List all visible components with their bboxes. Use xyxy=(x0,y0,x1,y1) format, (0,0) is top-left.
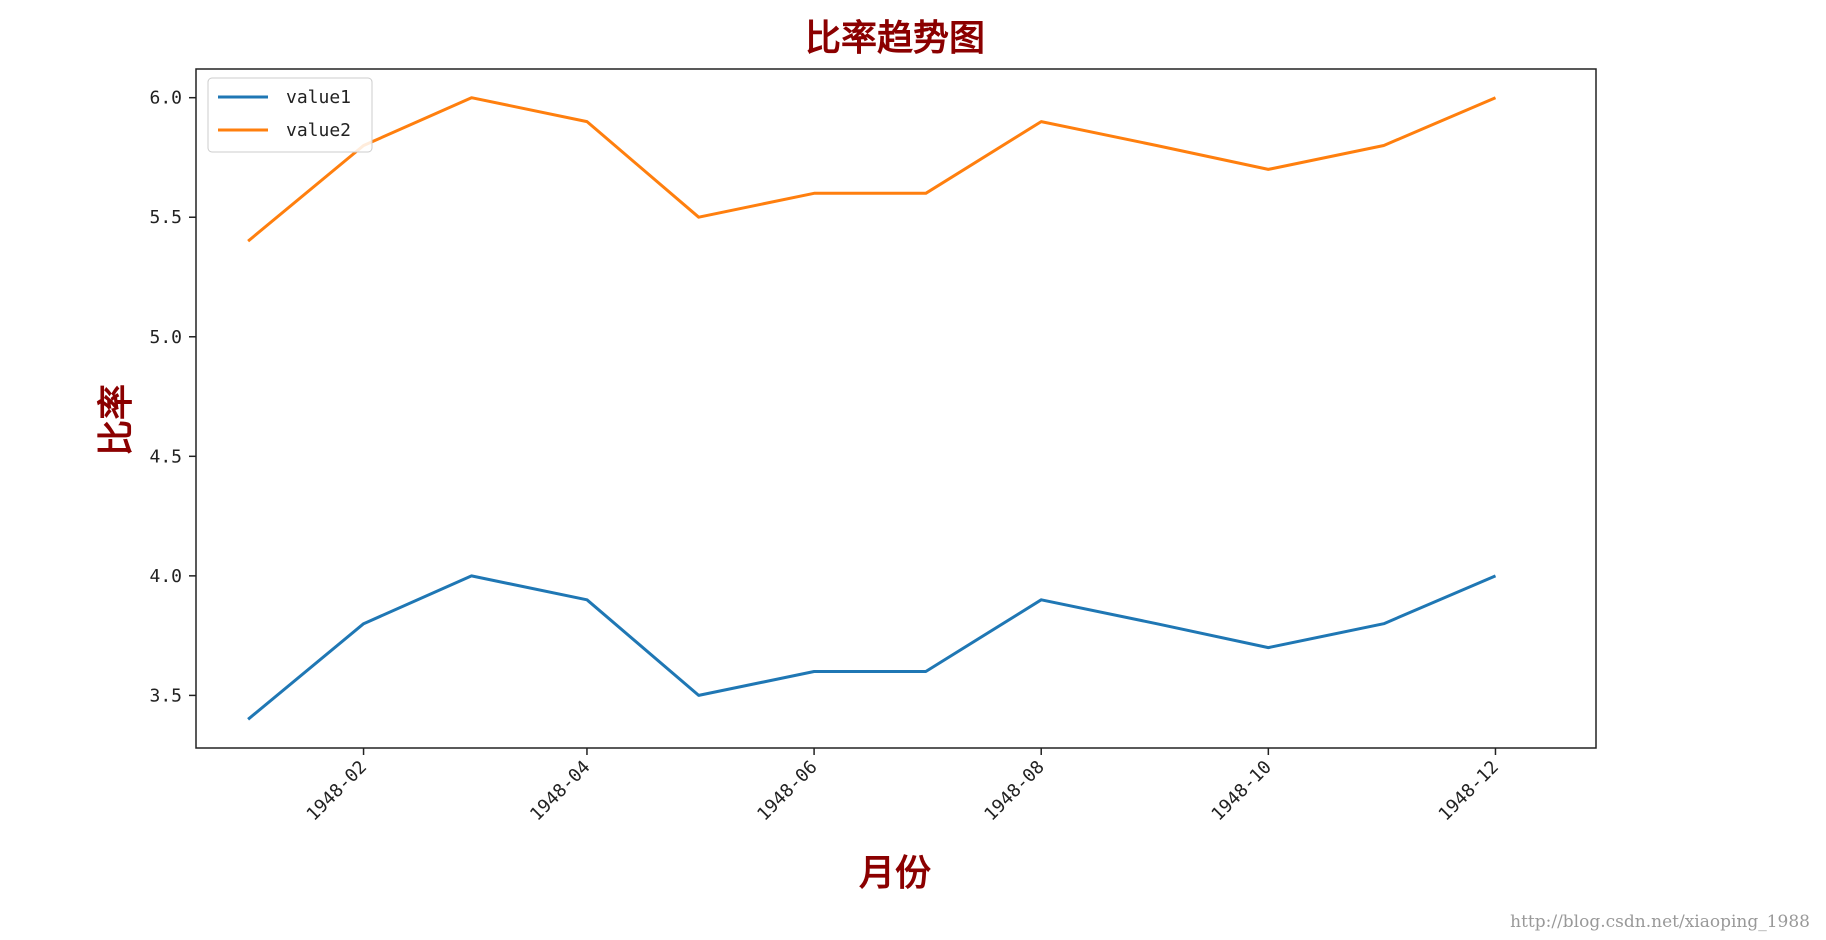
y-axis-label: 比率 xyxy=(96,384,137,456)
x-axis-label: 月份 xyxy=(859,853,931,894)
watermark: http://blog.csdn.net/xiaoping_1988 xyxy=(1510,912,1810,932)
x-tick-label: 1948-06 xyxy=(753,757,821,825)
y-tick-label: 5.0 xyxy=(149,327,182,348)
series-lines xyxy=(247,96,1497,721)
y-tick-label: 4.5 xyxy=(149,446,182,467)
y-tick-label: 4.0 xyxy=(149,566,182,587)
x-tick-label: 1948-12 xyxy=(1435,757,1503,825)
legend: value1 value2 xyxy=(207,77,373,153)
x-tick-label: 1948-08 xyxy=(980,757,1048,825)
legend-label-value1: value1 xyxy=(286,87,351,108)
y-tick-label: 3.5 xyxy=(149,685,182,706)
legend-label-value2: value2 xyxy=(286,120,351,141)
x-tick-label: 1948-04 xyxy=(526,757,594,825)
x-tick-label: 1948-10 xyxy=(1207,757,1275,825)
x-tick-label: 1948-02 xyxy=(303,757,371,825)
y-tick-label: 5.5 xyxy=(149,207,182,228)
chart-title: 比率趋势图 xyxy=(805,18,985,59)
y-axis: 3.5 4.0 4.5 5.0 5.5 6.0 xyxy=(149,88,196,706)
y-tick-label: 6.0 xyxy=(149,88,182,109)
series-line-value1 xyxy=(247,574,1497,721)
x-axis: 1948-02 1948-04 1948-06 1948-08 1948-10 1948-… xyxy=(303,748,1503,825)
plot-frame xyxy=(195,68,1597,749)
series-line-value2 xyxy=(247,96,1497,243)
